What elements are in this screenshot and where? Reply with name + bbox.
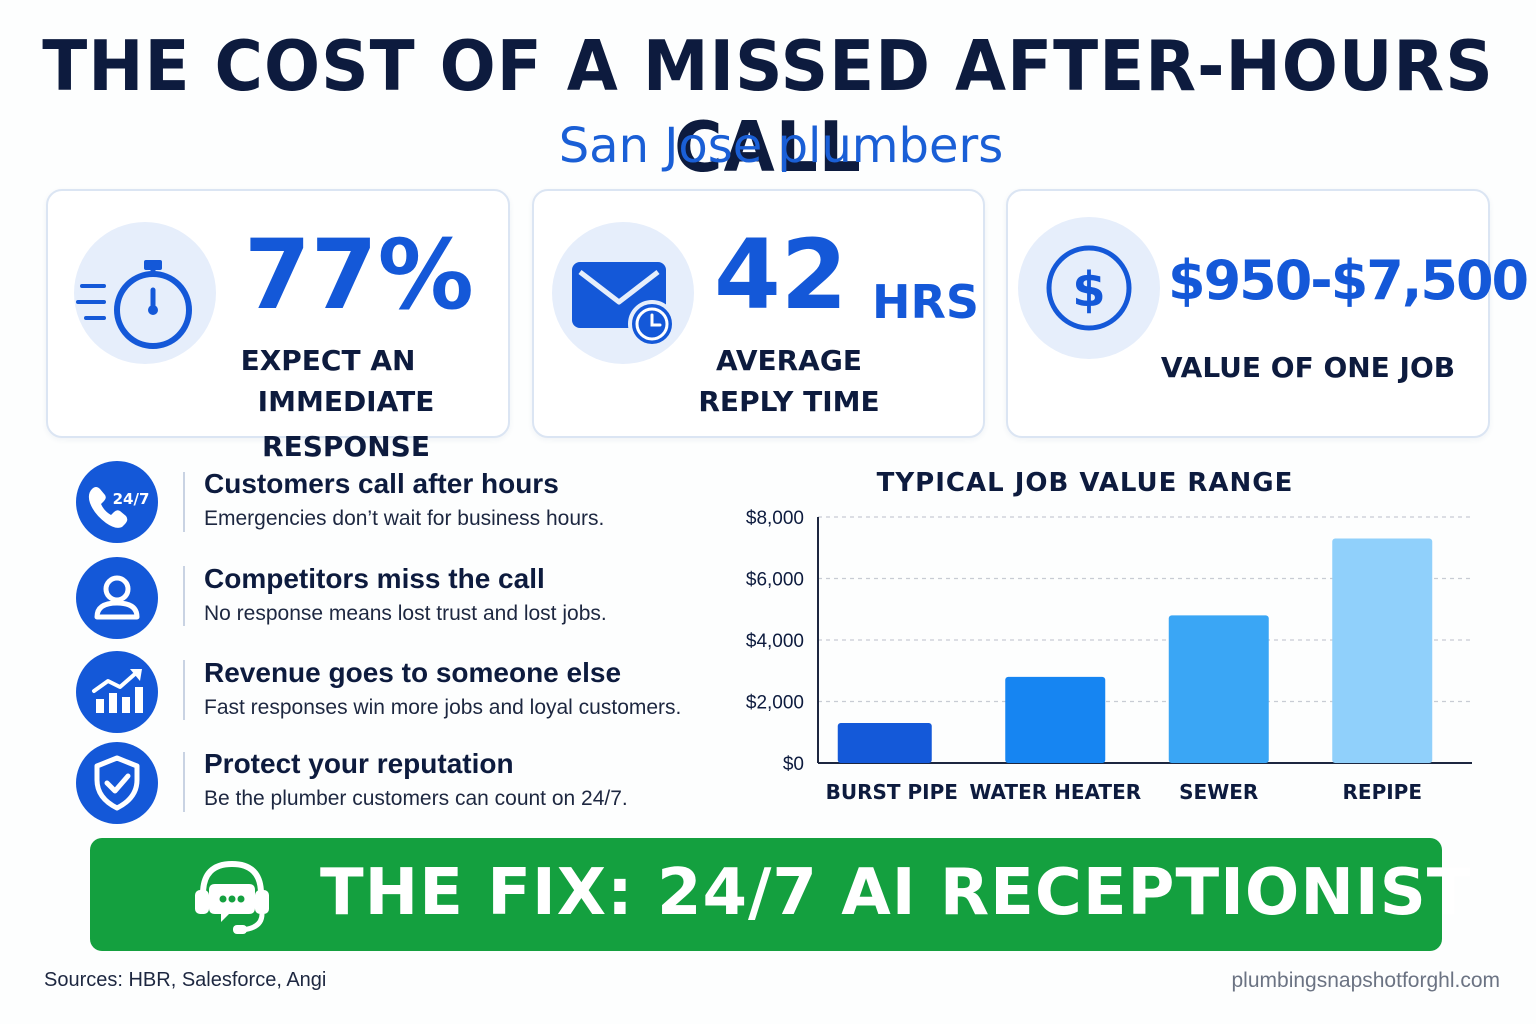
y-tick-label: $2,000	[746, 693, 804, 714]
email-clock-icon	[552, 222, 694, 364]
page-subtitle: San Jose plumbers	[558, 118, 1004, 174]
point-divider	[183, 566, 185, 626]
x-tick-label: BURST PIPE	[826, 780, 958, 804]
svg-text:$: $	[1072, 262, 1105, 318]
stat-caption-line1: VALUE OF ONE JOB	[1160, 351, 1456, 384]
page-title: THE COST OF A MISSED AFTER-HOURS CALL	[42, 26, 1494, 188]
dollar-icon: $	[1018, 217, 1160, 359]
y-tick-label: $6,000	[746, 570, 804, 591]
x-tick-label: WATER HEATER	[969, 780, 1141, 804]
stat-card-reply-time: 42 HRS AVERAGE REPLY TIME	[532, 189, 985, 438]
stat-card-job-value: $ $950-$7,500 VALUE OF ONE JOB	[1006, 189, 1529, 438]
bar-sewer	[1168, 615, 1269, 763]
chart-title: TYPICAL JOB VALUE RANGE	[876, 468, 1294, 498]
y-tick-label: $4,000	[746, 631, 804, 652]
stat-caption-line2: IMMEDIATE RESPONSE	[257, 385, 435, 463]
stat-caption-line1: EXPECT AN	[240, 344, 416, 377]
stat-card-immediate-response: 77% EXPECT AN IMMEDIATE RESPONSE	[46, 189, 510, 463]
point-text-revenue-lost: Fast responses win more jobs and loyal c…	[204, 696, 682, 719]
point-title-call-after-hours: Customers call after hours	[204, 468, 559, 499]
growth-chart-icon	[76, 651, 158, 733]
headset-chat-icon	[195, 860, 269, 934]
stopwatch-icon	[74, 222, 216, 364]
icon-24-7-text: 24/7	[113, 490, 150, 508]
fix-banner: THE FIX: 24/7 AI RECEPTIONIST	[90, 838, 1472, 951]
stat-caption-line1: AVERAGE	[716, 344, 862, 377]
x-tick-label: SEWER	[1179, 780, 1258, 804]
y-tick-label: $8,000	[746, 508, 804, 529]
shield-check-icon	[76, 742, 158, 824]
point-divider	[183, 752, 185, 812]
point-title-revenue-lost: Revenue goes to someone else	[204, 657, 622, 688]
point-title-competitors-miss: Competitors miss the call	[204, 563, 545, 594]
job-value-bar-chart: $0 $2,000 $4,000 $6,000 $8,000 BURST PIPE WATE…	[746, 508, 1472, 804]
website-url: plumbingsnapshotforghl.com	[1231, 969, 1501, 992]
bar-water-heater	[1005, 676, 1106, 763]
fix-headline: THE FIX: 24/7 AI RECEPTIONIST	[320, 856, 1472, 930]
stat-unit-hrs: HRS	[872, 275, 980, 329]
stat-value-42: 42	[714, 219, 848, 331]
point-title-protect-reputation: Protect your reputation	[204, 748, 514, 779]
point-text-competitors-miss: No response means lost trust and lost jo…	[204, 602, 607, 625]
stat-value-77-percent: 77%	[244, 219, 474, 331]
x-tick-label: REPIPE	[1343, 780, 1422, 804]
bar-repipe	[1332, 538, 1433, 763]
stat-caption-line2: REPLY TIME	[698, 385, 880, 418]
stat-value-job-range: $950-$7,500	[1168, 249, 1529, 312]
bar-burst-pipe	[837, 723, 932, 763]
y-tick-label: $0	[783, 754, 804, 775]
point-divider	[183, 472, 185, 532]
point-text-protect-reputation: Be the plumber customers can count on 24…	[204, 787, 628, 810]
point-divider	[183, 660, 185, 720]
phone-24-7-icon: 24/7	[76, 461, 158, 543]
person-icon	[76, 557, 158, 639]
sources-footnote: Sources: HBR, Salesforce, Angi	[44, 969, 327, 991]
point-text-call-after-hours: Emergencies don’t wait for business hour…	[204, 507, 605, 530]
